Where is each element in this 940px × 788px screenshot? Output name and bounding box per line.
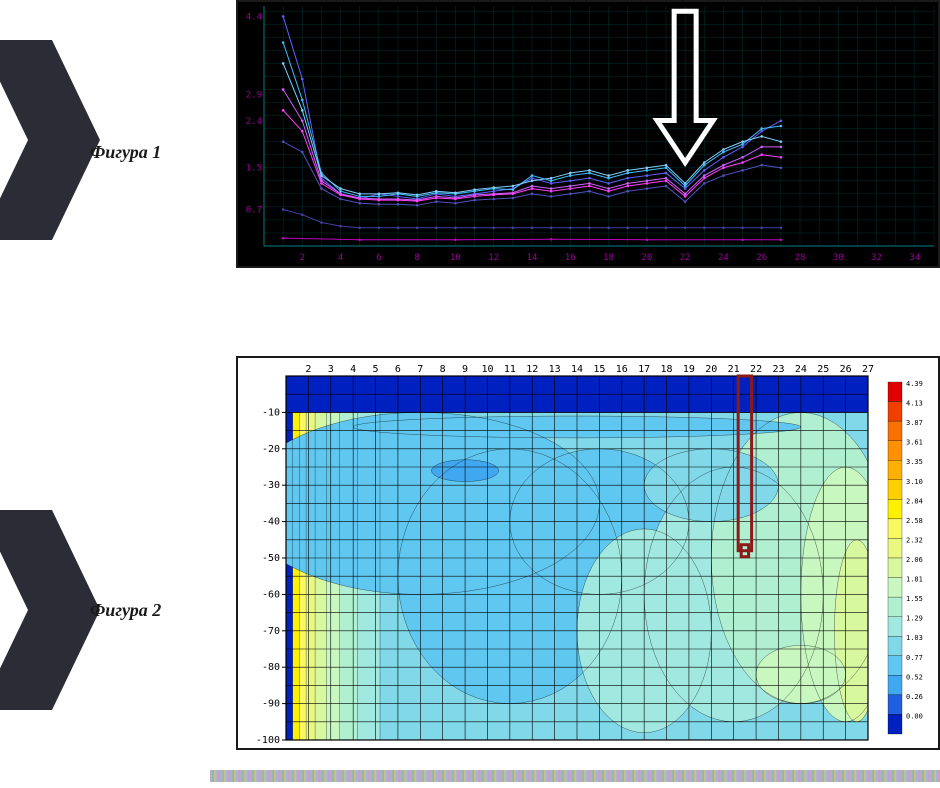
svg-text:18: 18 bbox=[603, 253, 614, 263]
svg-text:-10: -10 bbox=[262, 407, 280, 418]
svg-text:4.39: 4.39 bbox=[906, 380, 923, 388]
svg-text:2: 2 bbox=[300, 253, 305, 263]
line-chart: 2468101214161820222426283032340.71.52.42… bbox=[236, 0, 940, 268]
svg-text:-100: -100 bbox=[256, 735, 280, 746]
svg-text:11: 11 bbox=[504, 364, 516, 375]
svg-text:22: 22 bbox=[680, 253, 691, 263]
svg-text:2.58: 2.58 bbox=[906, 517, 923, 525]
svg-text:24: 24 bbox=[795, 364, 807, 375]
svg-text:-80: -80 bbox=[262, 662, 280, 673]
svg-text:-60: -60 bbox=[262, 589, 280, 600]
chevron-fig2 bbox=[0, 510, 100, 710]
svg-text:2.32: 2.32 bbox=[906, 536, 923, 544]
svg-text:-40: -40 bbox=[262, 517, 280, 528]
label-fig1: Фигура 1 bbox=[90, 142, 161, 163]
svg-text:4: 4 bbox=[350, 364, 356, 375]
svg-text:24: 24 bbox=[718, 253, 729, 263]
heatmap-chart: 2345678910111213141516171819202122232425… bbox=[236, 356, 940, 750]
svg-text:8: 8 bbox=[440, 364, 446, 375]
svg-text:4: 4 bbox=[338, 253, 343, 263]
svg-text:26: 26 bbox=[840, 364, 852, 375]
svg-text:1.81: 1.81 bbox=[906, 576, 923, 584]
svg-text:2: 2 bbox=[305, 364, 311, 375]
svg-text:9: 9 bbox=[462, 364, 468, 375]
svg-text:5: 5 bbox=[373, 364, 379, 375]
svg-text:32: 32 bbox=[871, 253, 882, 263]
svg-text:16: 16 bbox=[616, 364, 628, 375]
svg-text:0.00: 0.00 bbox=[906, 712, 923, 720]
svg-text:3.87: 3.87 bbox=[906, 419, 923, 427]
svg-text:-90: -90 bbox=[262, 699, 280, 710]
svg-text:26: 26 bbox=[756, 253, 767, 263]
svg-text:3.61: 3.61 bbox=[906, 439, 923, 447]
svg-text:2.9: 2.9 bbox=[246, 91, 262, 101]
svg-text:8: 8 bbox=[414, 253, 419, 263]
svg-text:3.35: 3.35 bbox=[906, 458, 923, 466]
svg-text:6: 6 bbox=[376, 253, 381, 263]
svg-text:13: 13 bbox=[549, 364, 561, 375]
svg-text:4.4: 4.4 bbox=[246, 12, 262, 22]
svg-text:34: 34 bbox=[909, 253, 920, 263]
svg-text:10: 10 bbox=[481, 364, 493, 375]
svg-text:25: 25 bbox=[817, 364, 829, 375]
svg-text:6: 6 bbox=[395, 364, 401, 375]
svg-text:0.52: 0.52 bbox=[906, 673, 923, 681]
svg-text:0.26: 0.26 bbox=[906, 693, 923, 701]
svg-text:15: 15 bbox=[593, 364, 605, 375]
svg-text:2.06: 2.06 bbox=[906, 556, 923, 564]
svg-text:21: 21 bbox=[728, 364, 740, 375]
svg-text:7: 7 bbox=[417, 364, 423, 375]
svg-text:22: 22 bbox=[750, 364, 762, 375]
svg-text:1.55: 1.55 bbox=[906, 595, 923, 603]
svg-text:28: 28 bbox=[795, 253, 806, 263]
svg-text:12: 12 bbox=[488, 253, 499, 263]
svg-text:23: 23 bbox=[772, 364, 784, 375]
svg-text:3.10: 3.10 bbox=[906, 478, 923, 486]
svg-text:-20: -20 bbox=[262, 444, 280, 455]
svg-text:16: 16 bbox=[565, 253, 576, 263]
svg-text:20: 20 bbox=[641, 253, 652, 263]
svg-text:27: 27 bbox=[862, 364, 874, 375]
label-fig2: Фигура 2 bbox=[90, 600, 161, 621]
page: Фигура 1 2468101214161820222426283032340… bbox=[0, 0, 940, 788]
svg-text:-70: -70 bbox=[262, 626, 280, 637]
svg-text:2.84: 2.84 bbox=[906, 497, 923, 505]
svg-text:1.29: 1.29 bbox=[906, 615, 923, 623]
svg-text:30: 30 bbox=[833, 253, 844, 263]
svg-text:3: 3 bbox=[328, 364, 334, 375]
svg-text:18: 18 bbox=[661, 364, 673, 375]
svg-text:20: 20 bbox=[705, 364, 717, 375]
svg-text:1.5: 1.5 bbox=[246, 164, 262, 174]
noise-strip bbox=[210, 770, 940, 782]
svg-text:0.7: 0.7 bbox=[246, 205, 262, 215]
svg-text:14: 14 bbox=[527, 253, 538, 263]
svg-text:14: 14 bbox=[571, 364, 583, 375]
svg-text:2.4: 2.4 bbox=[246, 117, 262, 127]
svg-text:17: 17 bbox=[638, 364, 650, 375]
svg-text:19: 19 bbox=[683, 364, 695, 375]
chevron-fig1 bbox=[0, 40, 100, 240]
svg-text:0.77: 0.77 bbox=[906, 654, 923, 662]
svg-text:-30: -30 bbox=[262, 480, 280, 491]
svg-text:1.03: 1.03 bbox=[906, 634, 923, 642]
svg-text:10: 10 bbox=[450, 253, 461, 263]
svg-text:-50: -50 bbox=[262, 553, 280, 564]
svg-text:4.13: 4.13 bbox=[906, 400, 923, 408]
svg-text:12: 12 bbox=[526, 364, 538, 375]
